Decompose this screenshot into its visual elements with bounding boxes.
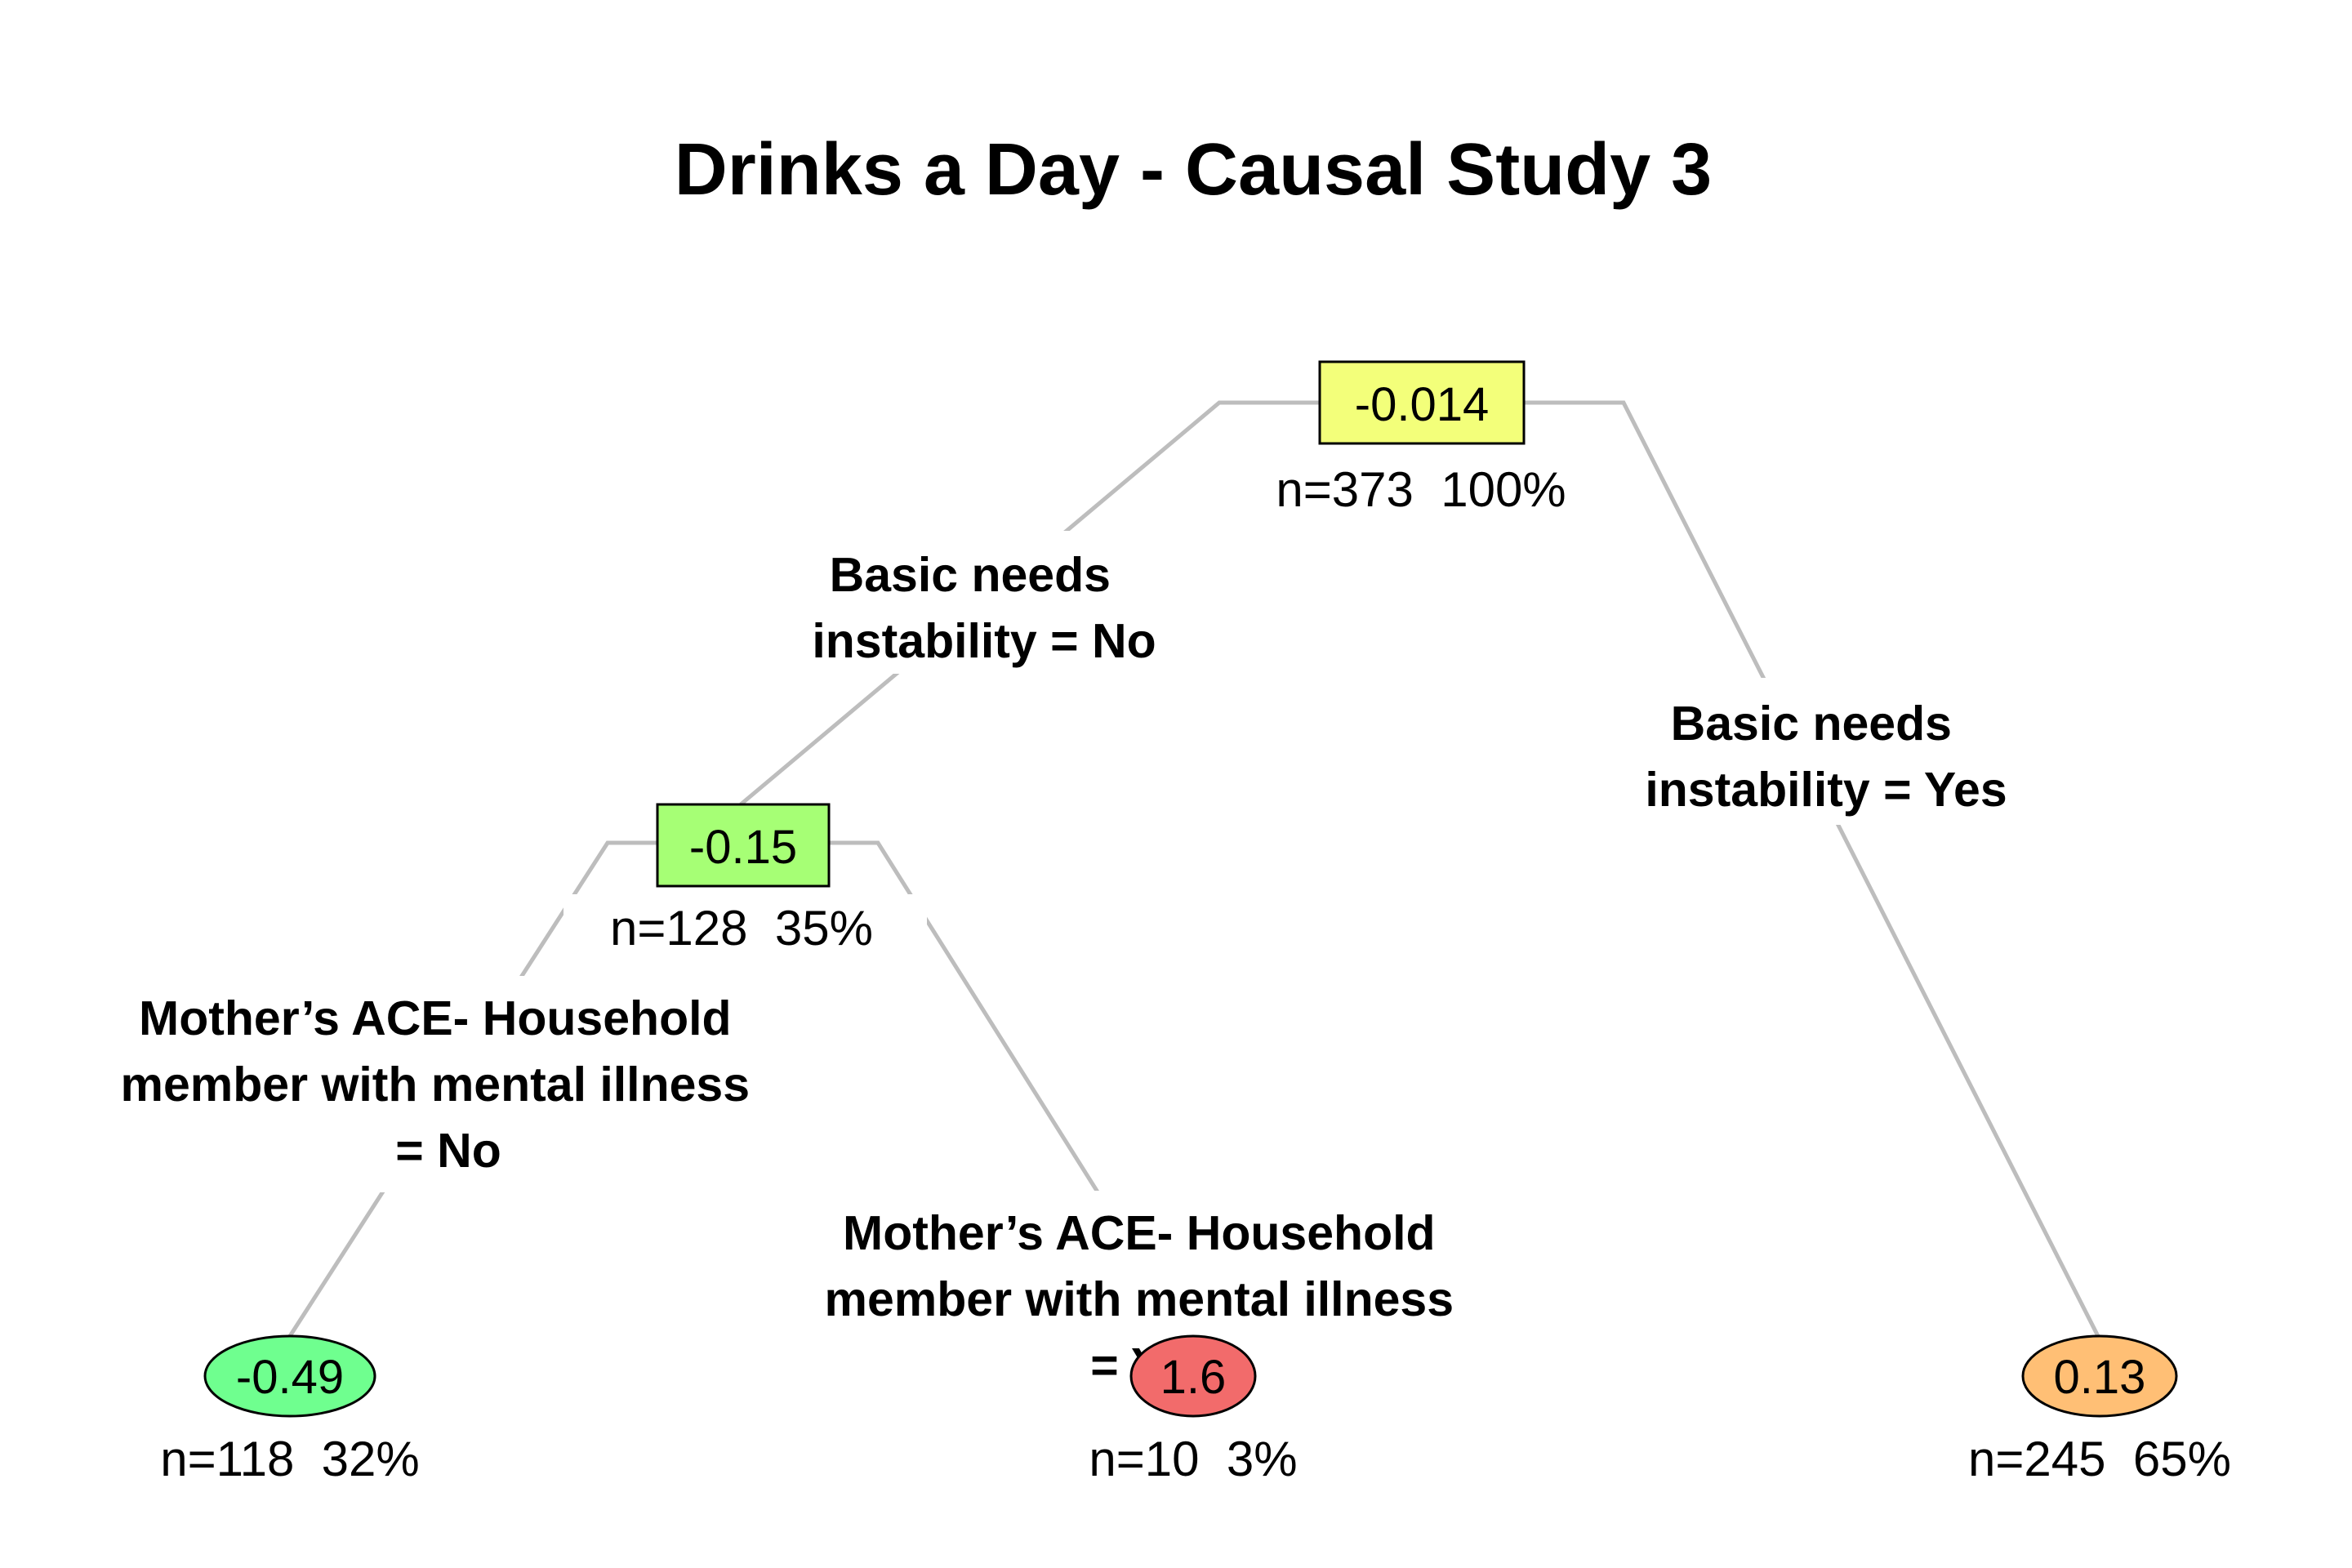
node-box [1318,360,1526,445]
split-label-line: Basic needs [1671,697,1952,751]
svg-text:Basic needs instability: Basic needs instability = Yes [1645,697,2007,817]
node-value: -0.15 [689,821,797,874]
split-label-root-right: Basic needs instability = Yes [1605,678,2046,825]
node-stats: n=118 32% [160,1432,420,1486]
node-stats: n=10 3% [1089,1432,1297,1486]
node-stats-background [1245,457,1597,516]
svg-text:Mother’s ACE- Household: Mother’s ACE- Household member with ment… [121,991,764,1178]
node-value: 1.6 [1160,1351,1227,1404]
tree-leaf-left-no: -0.49 n=118 32% [160,1334,420,1486]
node-ellipse [203,1334,376,1418]
tree-node-root: -0.014 n=373 100% [1245,360,1597,517]
svg-text:Basic needs instability: Basic needs instability = No [812,548,1156,668]
node-stats: n=245 65% [1968,1432,2231,1486]
split-label-line: Mother’s ACE- Household [843,1206,1436,1260]
split-label-line: member with mental illness [825,1272,1454,1326]
node-value: -0.49 [236,1351,344,1404]
node-stats: n=128 35% [610,901,873,956]
split-label-left-no: Mother’s ACE- Household member with ment… [72,976,815,1192]
node-value: -0.014 [1355,378,1489,431]
edge-left-to-leaf-yes [829,840,1191,1338]
node-ellipse [2021,1334,2178,1418]
node-stats-background [564,894,927,956]
node-ellipse [1129,1334,1257,1418]
split-label-background [72,976,815,1192]
split-label-line: member with mental illness [121,1058,751,1111]
split-label-line: instability = Yes [1645,763,2007,817]
tree-node-left: -0.15 n=128 35% [564,803,927,956]
tree-leaf-left-yes: 1.6 n=10 3% [1089,1334,1298,1486]
edge-root-to-right [1524,400,2102,1341]
split-label-background [780,531,1192,674]
split-label-background [1605,678,2046,825]
split-label-line: = No [395,1124,501,1178]
split-label-line: Mother’s ACE- Household [139,991,732,1045]
node-box [656,803,831,888]
split-label-root-left: Basic needs instability = No [780,531,1192,674]
tree-leaf-right: 0.13 n=245 65% [1968,1334,2231,1486]
diagram-title: Drinks a Day - Causal Study 3 [675,129,1712,211]
node-value: 0.13 [2054,1351,2146,1404]
split-label-line: Basic needs [830,548,1111,602]
split-label-line: instability = No [812,614,1156,668]
node-stats: n=373 100% [1276,462,1566,517]
